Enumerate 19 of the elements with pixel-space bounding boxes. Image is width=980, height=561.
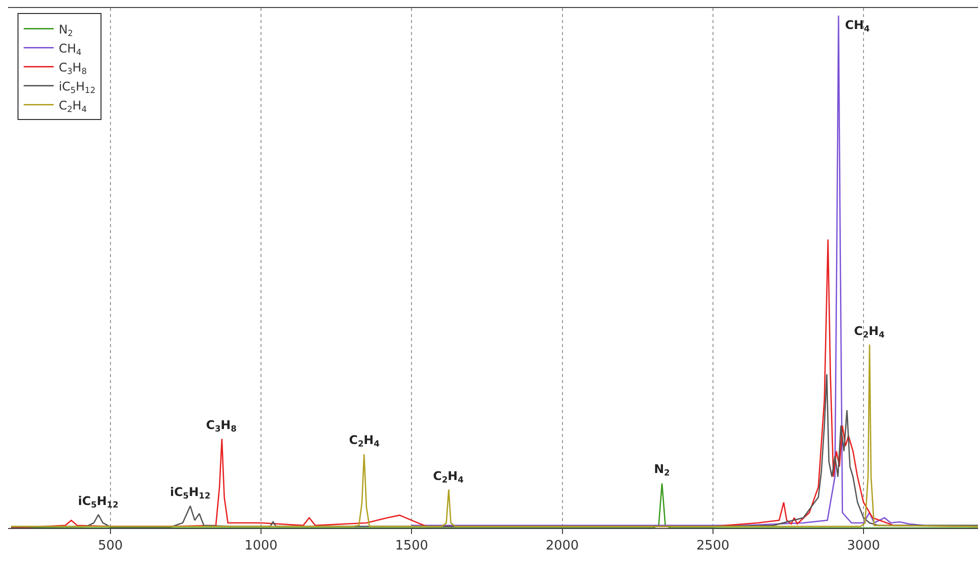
- annotation: iC$_{5}$H$_{12}$: [78, 494, 119, 510]
- x-tick-label: 500: [98, 538, 123, 554]
- annotation: CH$_{4}$: [845, 18, 870, 34]
- legend-label: C$_{2}$H$_{4}$: [58, 98, 87, 114]
- x-tick-label: 1500: [395, 538, 428, 554]
- annotation: C$_{2}$H$_{4}$: [854, 324, 885, 340]
- annotation: iC$_{5}$H$_{12}$: [170, 485, 211, 501]
- x-tick-label: 2500: [696, 538, 730, 554]
- annotation: N$_{2}$: [654, 462, 670, 478]
- annotation: C$_{2}$H$_{4}$: [433, 469, 464, 485]
- annotation: C$_{3}$H$_{8}$: [206, 418, 237, 434]
- annotation: C$_{2}$H$_{4}$: [349, 433, 380, 449]
- legend-label: C$_{3}$H$_{8}$: [58, 60, 87, 76]
- x-tick-label: 3000: [846, 538, 880, 554]
- x-tick-label: 1000: [244, 538, 278, 554]
- legend-label: N$_{2}$: [58, 22, 74, 38]
- legend-label: CH$_{4}$: [58, 41, 82, 57]
- legend-label: iC$_{5}$H$_{12}$: [58, 79, 96, 95]
- x-tick-label: 2000: [546, 538, 579, 554]
